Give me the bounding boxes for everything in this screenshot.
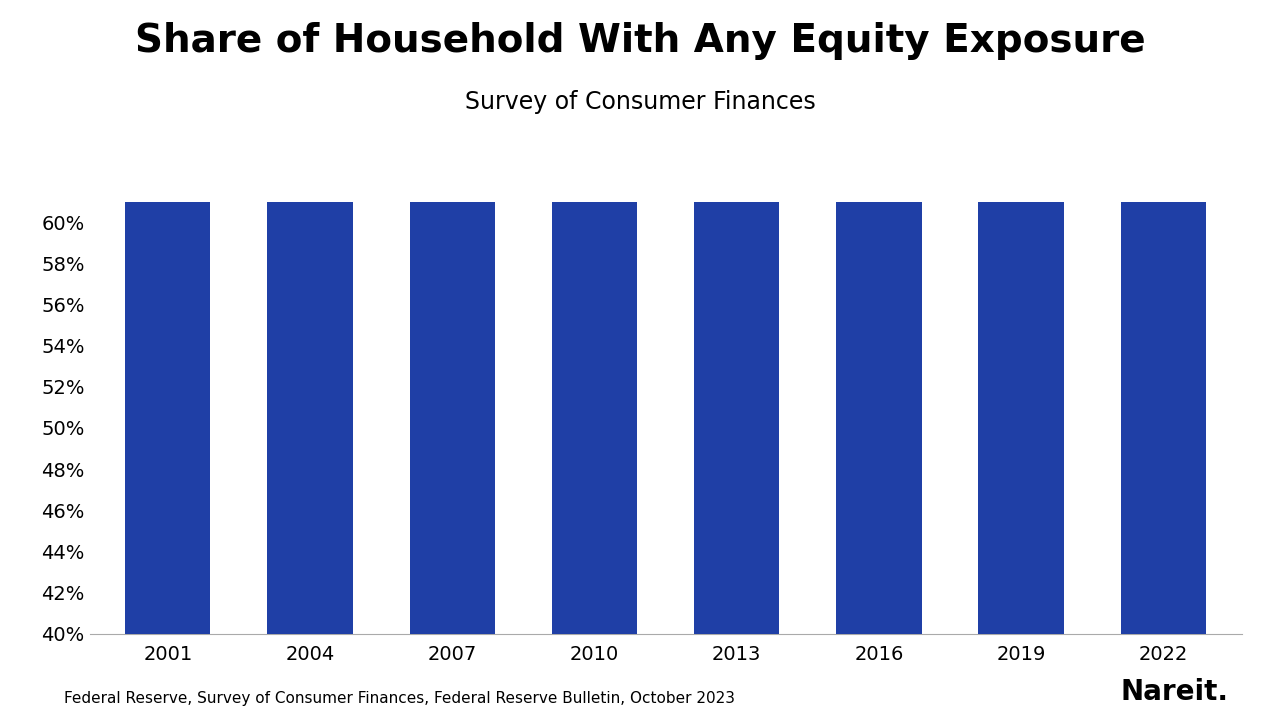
Bar (268, 0, 353, 634)
Bar (1121, 0, 1206, 634)
Bar (410, 0, 495, 634)
Text: Share of Household With Any Equity Exposure: Share of Household With Any Equity Expos… (134, 22, 1146, 60)
Bar (552, 0, 637, 634)
Text: Nareit.: Nareit. (1121, 678, 1229, 706)
Bar (125, 0, 210, 634)
Bar (694, 0, 780, 634)
Bar (836, 0, 922, 634)
Text: Survey of Consumer Finances: Survey of Consumer Finances (465, 90, 815, 114)
Text: Federal Reserve, Survey of Consumer Finances, Federal Reserve Bulletin, October : Federal Reserve, Survey of Consumer Fina… (64, 690, 735, 706)
Bar (978, 0, 1064, 634)
